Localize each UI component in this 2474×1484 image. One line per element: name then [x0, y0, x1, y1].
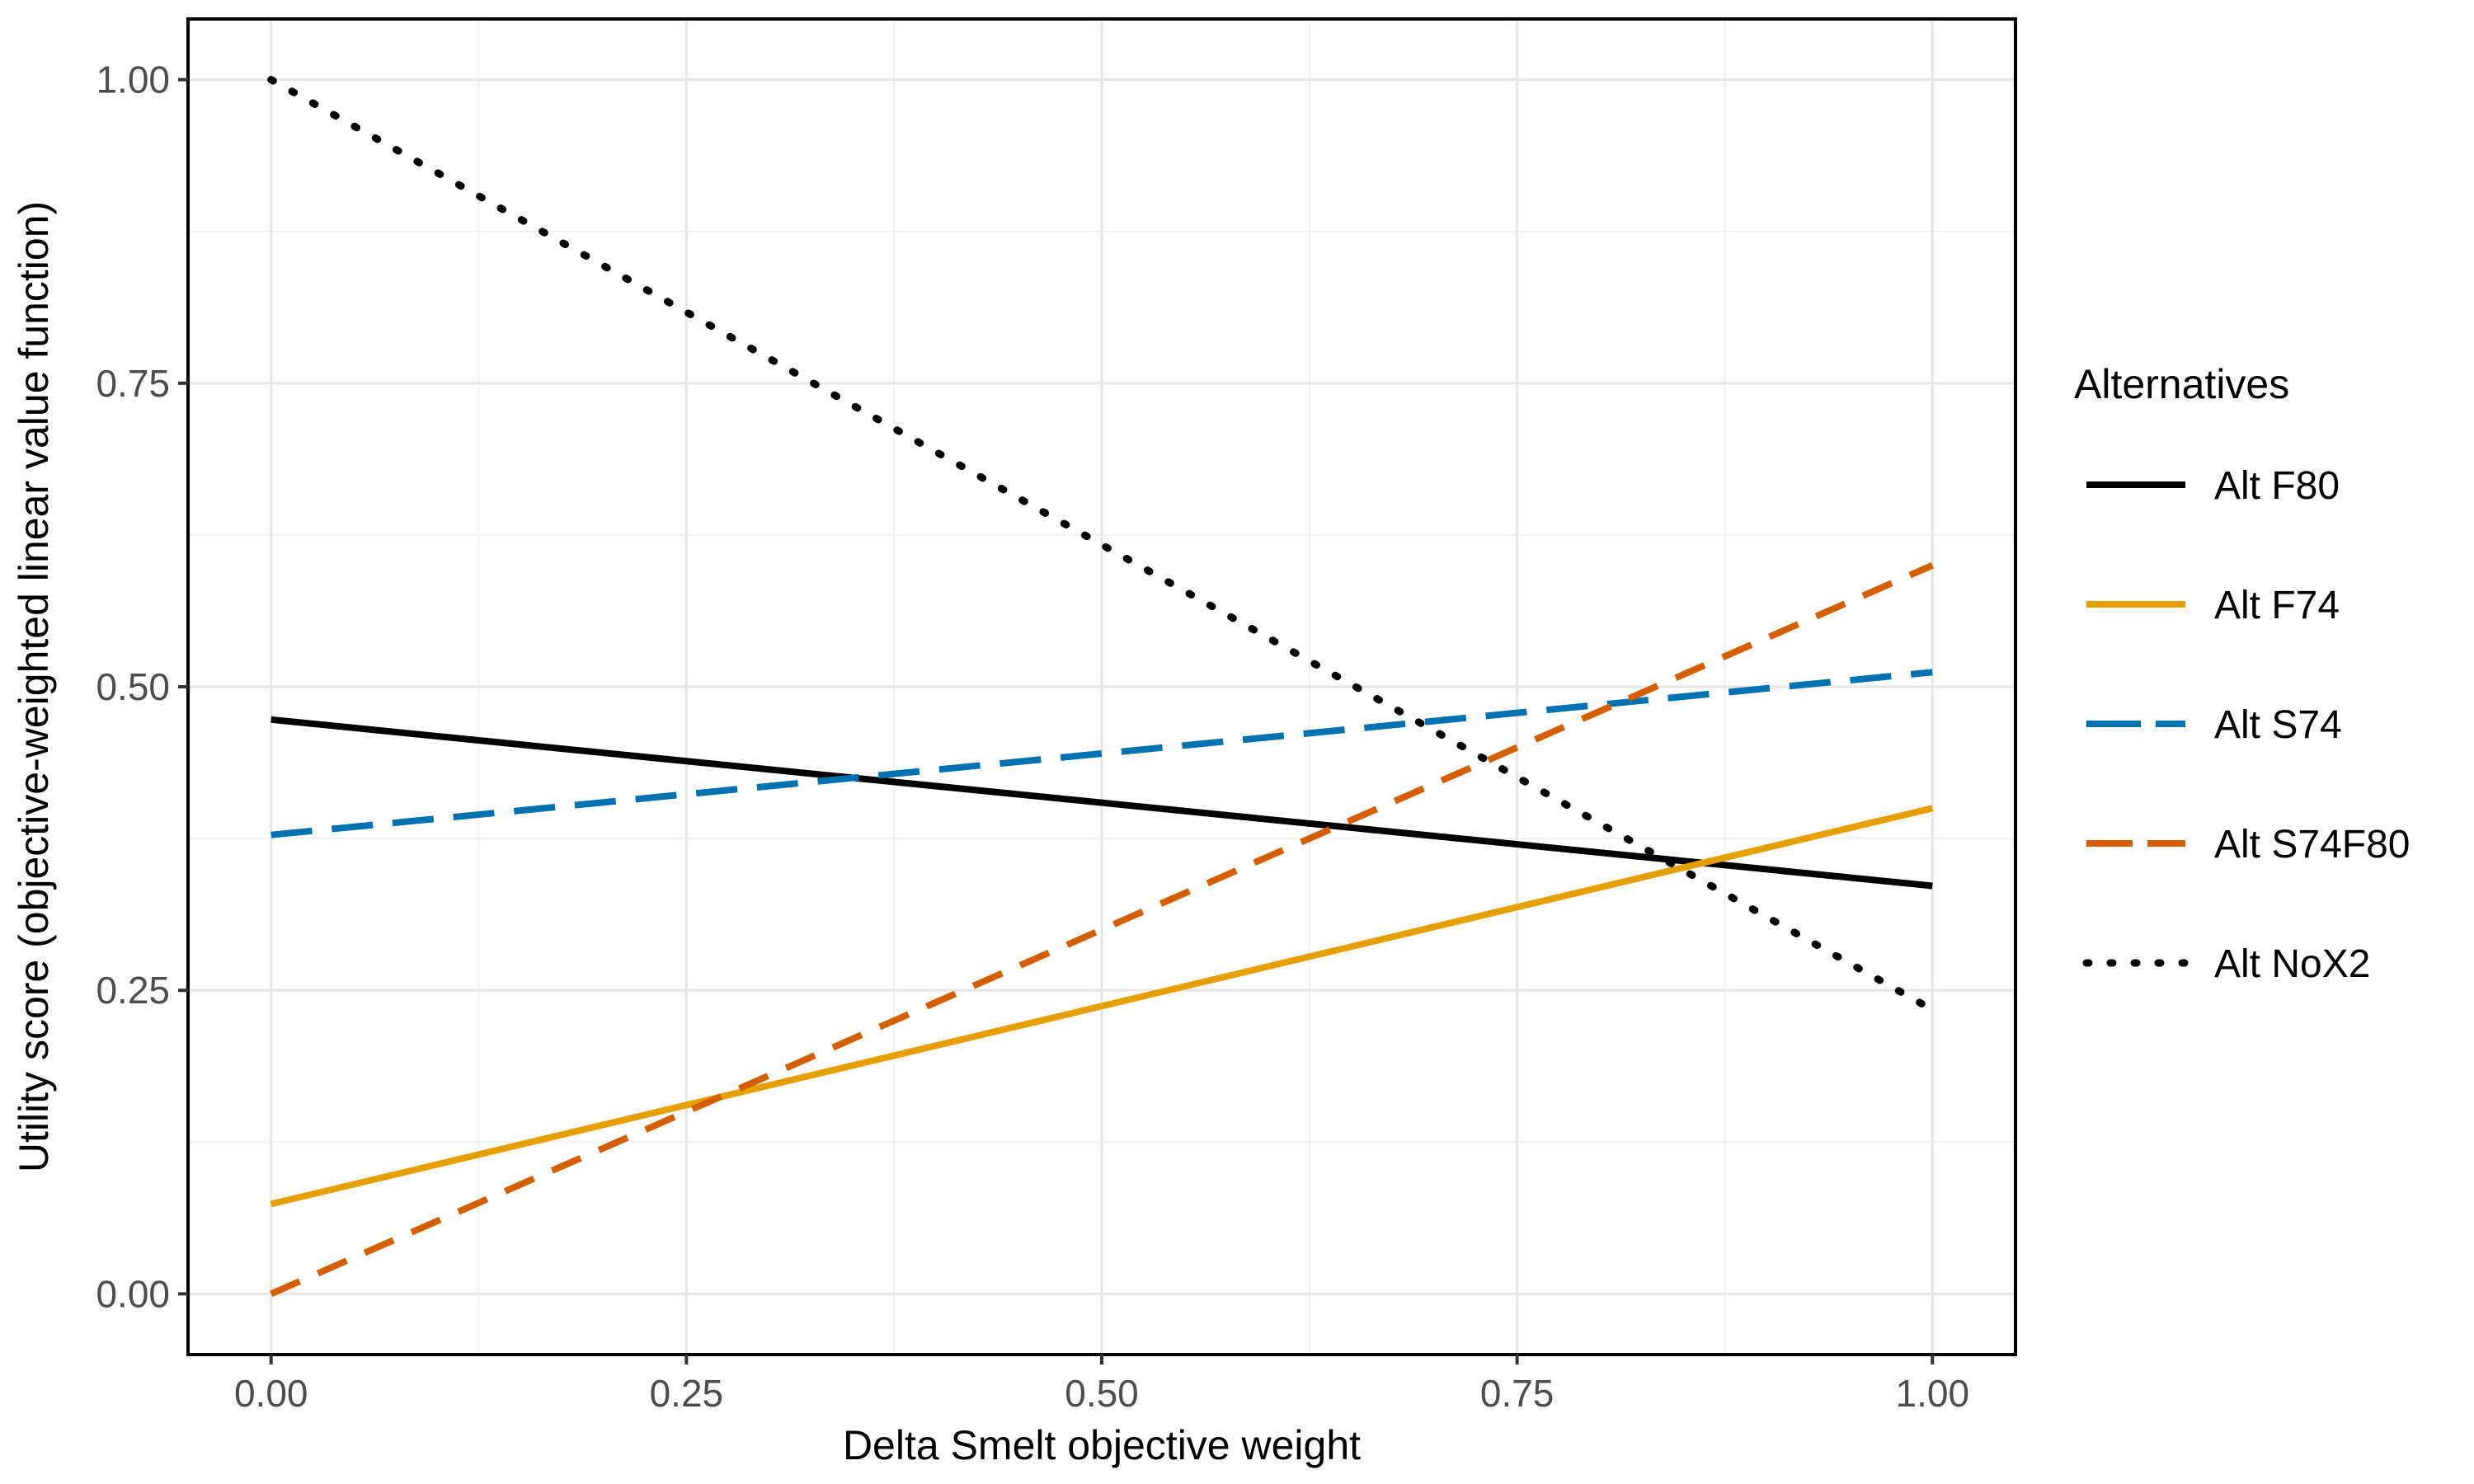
- legend: Alternatives Alt F80 Alt F74 Alt S74 Alt S7…: [2074, 361, 2410, 986]
- series-layer: [267, 76, 1936, 1298]
- legend-label-alt-nox2: Alt NoX2: [2214, 942, 2370, 986]
- x-tick-label: 0.50: [1065, 1372, 1139, 1415]
- legend-label-alt-s74: Alt S74: [2214, 703, 2342, 747]
- series-line-alt-s74f80: [270, 562, 1934, 1298]
- y-axis-title: Utility score (objective-weighted linear…: [11, 201, 57, 1172]
- series-line-alt-f74: [270, 805, 1934, 1208]
- y-tick-label: 1.00: [96, 59, 170, 101]
- y-axis: 0.00 0.25 0.50 0.75 1.00: [96, 59, 188, 1315]
- x-tick-label: 1.00: [1896, 1372, 1970, 1415]
- series-line-alt-s74: [270, 669, 1933, 838]
- x-tick-label: 0.00: [234, 1372, 308, 1415]
- series-line-alt-f80: [270, 716, 1933, 890]
- legend-label-alt-f74: Alt F74: [2214, 584, 2340, 627]
- y-tick-label: 0.50: [96, 665, 170, 708]
- major-gridlines: [188, 19, 2015, 1355]
- legend-label-alt-s74f80: Alt S74F80: [2214, 823, 2410, 866]
- legend-title: Alternatives: [2074, 361, 2289, 407]
- x-tick-label: 0.25: [650, 1372, 724, 1415]
- x-axis-title: Delta Smelt objective weight: [843, 1422, 1361, 1468]
- x-tick-label: 0.75: [1480, 1372, 1554, 1415]
- legend-label-alt-f80: Alt F80: [2214, 464, 2340, 508]
- y-tick-label: 0.00: [96, 1272, 170, 1315]
- y-tick-label: 0.25: [96, 969, 170, 1012]
- y-tick-label: 0.75: [96, 362, 170, 405]
- x-axis: 0.00 0.25 0.50 0.75 1.00: [234, 1355, 1969, 1415]
